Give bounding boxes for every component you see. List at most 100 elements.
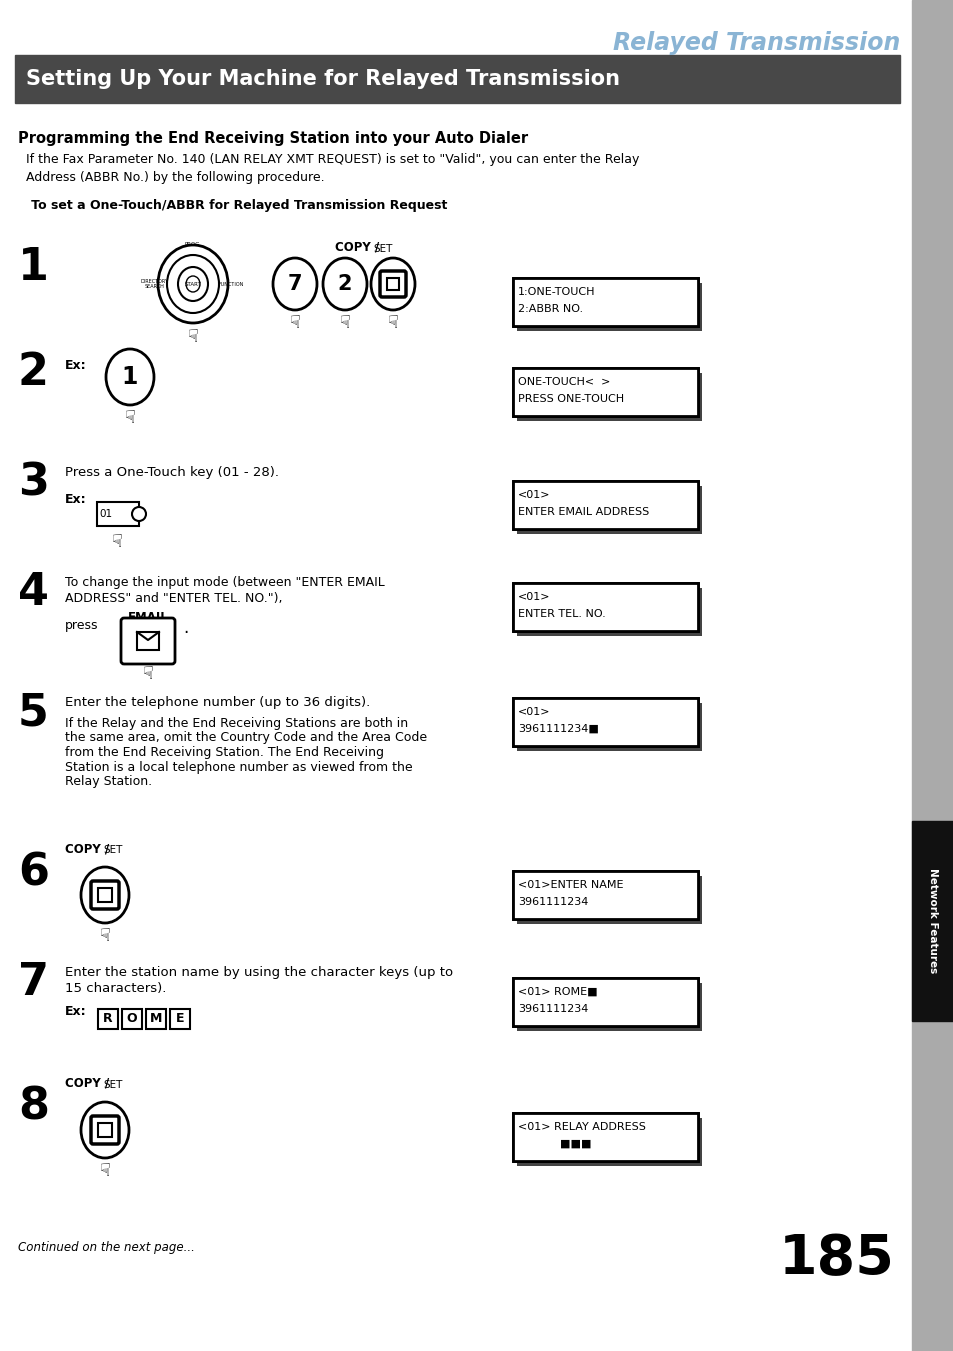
Bar: [513, 698, 698, 746]
Bar: [98, 1009, 118, 1029]
Text: Ex:: Ex:: [65, 1005, 87, 1019]
Text: 3961111234: 3961111234: [517, 897, 588, 907]
Text: <01> ROME■: <01> ROME■: [517, 988, 597, 997]
Bar: [513, 871, 698, 919]
Text: DIRECTORY
SEARCH: DIRECTORY SEARCH: [141, 278, 169, 289]
Text: To change the input mode (between "ENTER EMAIL: To change the input mode (between "ENTER…: [65, 576, 384, 589]
Ellipse shape: [81, 867, 129, 923]
Text: ENTER EMAIL ADDRESS: ENTER EMAIL ADDRESS: [517, 507, 649, 517]
Text: START: START: [185, 281, 201, 286]
Bar: [122, 1009, 142, 1029]
Text: 15 characters).: 15 characters).: [65, 982, 166, 994]
Bar: [517, 984, 701, 1031]
Text: Press a One-Touch key (01 - 28).: Press a One-Touch key (01 - 28).: [65, 466, 278, 480]
Bar: [15, 55, 899, 103]
Text: ☟: ☟: [99, 927, 111, 944]
Text: COPY /: COPY /: [65, 842, 109, 855]
Text: 6: 6: [18, 851, 49, 894]
Text: To set a One-Touch/ABBR for Relayed Transmission Request: To set a One-Touch/ABBR for Relayed Tran…: [18, 199, 447, 212]
Text: Relay Station.: Relay Station.: [65, 775, 152, 788]
Text: 2:ABBR NO.: 2:ABBR NO.: [517, 304, 582, 313]
Text: <01> RELAY ADDRESS: <01> RELAY ADDRESS: [517, 1121, 645, 1132]
FancyBboxPatch shape: [91, 881, 119, 909]
Bar: [387, 278, 398, 290]
Text: .: .: [183, 619, 188, 638]
Text: Relayed Transmission: Relayed Transmission: [612, 31, 899, 55]
Text: 5: 5: [18, 690, 49, 734]
Bar: [513, 584, 698, 631]
Bar: [513, 278, 698, 326]
Bar: [517, 373, 701, 422]
Text: O: O: [127, 1012, 137, 1025]
Bar: [911, 0, 953, 1351]
Text: M: M: [150, 1012, 162, 1025]
Text: 7: 7: [18, 961, 49, 1004]
Bar: [137, 632, 159, 650]
Text: E: E: [175, 1012, 184, 1025]
Bar: [517, 282, 701, 331]
Text: FUNCTION: FUNCTION: [218, 281, 243, 286]
Text: from the End Receiving Station. The End Receiving: from the End Receiving Station. The End …: [65, 746, 384, 759]
Bar: [517, 588, 701, 636]
Ellipse shape: [158, 245, 228, 323]
FancyBboxPatch shape: [121, 617, 174, 663]
Text: <01>: <01>: [517, 707, 550, 717]
Ellipse shape: [106, 349, 153, 405]
Text: SET: SET: [103, 844, 122, 855]
Text: SET: SET: [103, 1079, 122, 1090]
Bar: [170, 1009, 190, 1029]
Text: 2: 2: [18, 351, 49, 394]
Text: ☟: ☟: [188, 328, 198, 346]
Text: Continued on the next page...: Continued on the next page...: [18, 1242, 194, 1254]
Bar: [513, 481, 698, 530]
Ellipse shape: [273, 258, 316, 309]
Text: 3961111234■: 3961111234■: [517, 724, 598, 734]
Text: ☟: ☟: [112, 534, 122, 551]
Text: 1:ONE-TOUCH: 1:ONE-TOUCH: [517, 286, 595, 297]
Bar: [517, 486, 701, 534]
Bar: [98, 889, 112, 901]
Bar: [911, 821, 953, 1021]
Text: ☟: ☟: [125, 409, 135, 427]
Text: 185: 185: [779, 1232, 894, 1286]
Text: ONE-TOUCH<  >: ONE-TOUCH< >: [517, 377, 610, 386]
Bar: [517, 875, 701, 924]
Text: <01>: <01>: [517, 592, 550, 603]
Text: Programming the End Receiving Station into your Auto Dialer: Programming the End Receiving Station in…: [18, 131, 528, 146]
Text: Network Features: Network Features: [927, 869, 937, 974]
FancyBboxPatch shape: [379, 272, 406, 297]
Bar: [513, 1113, 698, 1161]
Text: Station is a local telephone number as viewed from the: Station is a local telephone number as v…: [65, 761, 413, 774]
Text: the same area, omit the Country Code and the Area Code: the same area, omit the Country Code and…: [65, 731, 427, 744]
Text: EMAIL: EMAIL: [128, 611, 168, 624]
Text: Enter the telephone number (up to 36 digits).: Enter the telephone number (up to 36 dig…: [65, 696, 370, 709]
Bar: [513, 698, 698, 746]
Ellipse shape: [186, 276, 200, 292]
Text: 2: 2: [337, 274, 352, 295]
Bar: [513, 978, 698, 1025]
Text: PROG.: PROG.: [184, 242, 201, 247]
Ellipse shape: [323, 258, 367, 309]
Bar: [513, 367, 698, 416]
Bar: [98, 1124, 112, 1136]
Bar: [517, 703, 701, 751]
Ellipse shape: [371, 258, 415, 309]
Text: Setting Up Your Machine for Relayed Transmission: Setting Up Your Machine for Relayed Tran…: [26, 69, 619, 89]
Ellipse shape: [178, 267, 208, 301]
Text: SET: SET: [373, 245, 392, 254]
Text: If the Fax Parameter No. 140 (LAN RELAY XMT REQUEST) is set to "Valid", you can : If the Fax Parameter No. 140 (LAN RELAY …: [18, 153, 639, 166]
Text: 1: 1: [18, 246, 49, 289]
Bar: [97, 503, 139, 526]
Text: 1: 1: [122, 365, 138, 389]
Text: ☟: ☟: [142, 665, 153, 684]
Text: Enter the station name by using the character keys (up to: Enter the station name by using the char…: [65, 966, 453, 979]
Text: 01: 01: [99, 509, 112, 519]
Text: ☟: ☟: [387, 313, 398, 332]
Text: ☟: ☟: [289, 313, 300, 332]
Text: Address (ABBR No.) by the following procedure.: Address (ABBR No.) by the following proc…: [18, 172, 324, 184]
Ellipse shape: [167, 255, 219, 313]
Text: COPY /: COPY /: [65, 1077, 109, 1090]
Text: 3961111234: 3961111234: [517, 1004, 588, 1015]
Bar: [517, 1119, 701, 1166]
Text: 3: 3: [18, 461, 49, 504]
